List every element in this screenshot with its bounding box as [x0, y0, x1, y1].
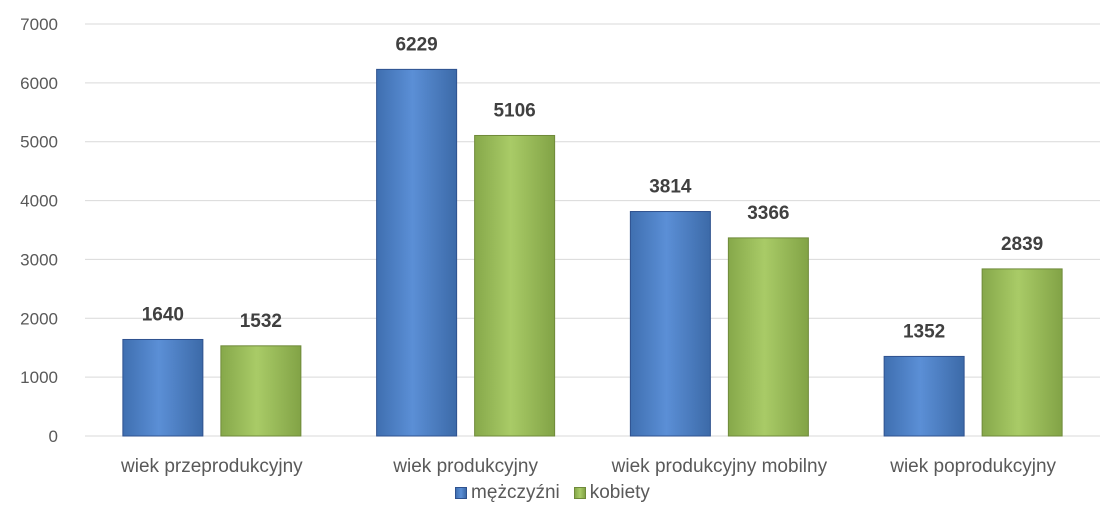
category-label: wiek poprodukcyjny: [889, 456, 1056, 477]
legend: mężczyźni kobiety: [0, 482, 1105, 504]
category-label: wiek przeprodukcyjny: [120, 456, 303, 477]
legend-swatch-women: [573, 487, 586, 499]
category-labels: wiek przeprodukcyjny wiek produkcyjny wiek…: [120, 456, 1056, 477]
legend-label-women: kobiety: [589, 482, 650, 503]
data-label-women: 1532: [240, 311, 282, 332]
data-label-women: 3366: [747, 203, 789, 224]
data-label-men: 1640: [142, 304, 184, 325]
category-label: wiek produkcyjny mobilny: [611, 456, 828, 477]
category-label: wiek produkcyjny: [392, 456, 538, 477]
bar-men: [883, 355, 965, 437]
data-labels: 1640 1532 6229 5106 3814 3366 1352 2839: [142, 34, 1044, 342]
y-axis-ticks: 0 1000 2000 3000 4000 5000 6000 7000: [20, 15, 58, 446]
y-tick-label: 4000: [20, 192, 58, 211]
y-tick-label: 6000: [20, 74, 58, 93]
bar-women: [981, 268, 1063, 437]
y-tick-label: 0: [49, 427, 58, 446]
y-tick-label: 2000: [20, 309, 58, 328]
data-label-men: 6229: [395, 34, 437, 55]
legend-item-women: kobiety: [573, 482, 650, 504]
legend-item-men: mężczyźni: [455, 482, 560, 504]
bar-women: [474, 134, 556, 437]
bar-men: [122, 338, 204, 437]
data-label-women: 5106: [493, 100, 535, 121]
y-tick-label: 3000: [20, 250, 58, 269]
bar-men: [376, 68, 458, 437]
y-tick-label: 1000: [20, 368, 58, 387]
bar-men: [629, 211, 711, 437]
bar-women: [220, 345, 302, 437]
bar-chart-svg: 0 1000 2000 3000 4000 5000 6000 7000 1640 1532 62…: [20, 15, 1100, 477]
bar-women: [727, 237, 809, 437]
data-label-men: 1352: [903, 321, 945, 342]
y-tick-label: 7000: [20, 15, 58, 34]
bars: [122, 68, 1063, 437]
data-label-women: 2839: [1001, 234, 1043, 255]
legend-label-men: mężczyźni: [471, 482, 560, 503]
y-tick-label: 5000: [20, 133, 58, 152]
legend-swatch-men: [455, 487, 468, 499]
data-label-men: 3814: [649, 177, 692, 198]
